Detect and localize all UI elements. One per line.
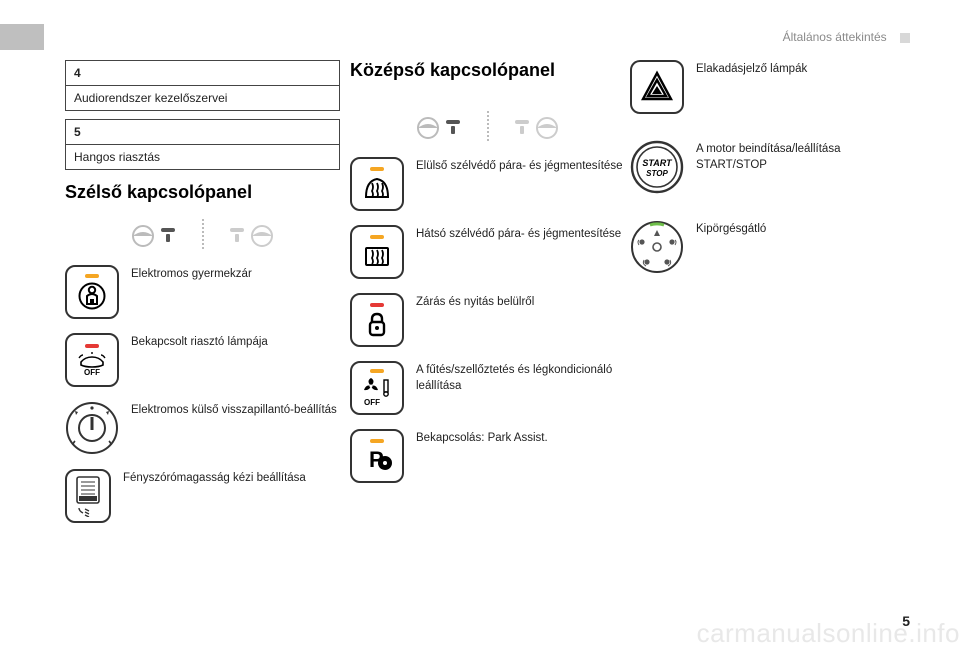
side-item-label: Bekapcsolt riasztó lámpája: [131, 333, 340, 351]
fan-off-button[interactable]: OFF: [350, 361, 404, 415]
watermark: carmanualsonline.info: [697, 618, 960, 649]
traction-button[interactable]: [630, 220, 684, 274]
alarm-button[interactable]: OFF: [65, 333, 119, 387]
steering-wheel-right-icon: [220, 220, 274, 248]
rear-defrost-icon: [362, 243, 392, 269]
headlight-level-button[interactable]: [65, 469, 111, 523]
center-item-lock: Zárás és nyitás belülről: [350, 293, 625, 347]
rear-defrost-button[interactable]: [350, 225, 404, 279]
led-icon: [85, 274, 99, 278]
side-item-child-lock: Elektromos gyermekzár: [65, 265, 340, 319]
steering-wheel-left-icon: [131, 220, 185, 248]
header-square-icon: [900, 33, 910, 43]
column-center: Középső kapcsolópanel Elülső szélvédő pá…: [350, 60, 625, 497]
center-item-label: Zárás és nyitás belülről: [416, 293, 625, 311]
center-item-park-assist: P Bekapcsolás: Park Assist.: [350, 429, 625, 483]
led-icon: [370, 235, 384, 239]
led-icon: [370, 303, 384, 307]
hazard-button[interactable]: [630, 60, 684, 114]
center-item-label: Elülső szélvédő pára- és jégmentesítése: [416, 157, 625, 175]
lock-icon: [365, 311, 389, 337]
divider-icon: [202, 219, 204, 249]
traction-icon: [630, 220, 684, 274]
side-item-mirror: Elektromos külső visszapillantó-beállítá…: [65, 401, 340, 455]
steering-wheel-row: [65, 219, 340, 255]
park-assist-button[interactable]: P: [350, 429, 404, 483]
column-left: 4 Audiorendszer kezelőszervei 5 Hangos r…: [65, 60, 340, 537]
mirror-dial-button[interactable]: [65, 401, 119, 455]
left-gray-tab: [0, 24, 44, 50]
svg-text:START: START: [642, 158, 673, 168]
led-icon: [370, 369, 384, 373]
table-4: 4 Audiorendszer kezelőszervei: [65, 60, 340, 111]
lock-button[interactable]: [350, 293, 404, 347]
child-lock-button[interactable]: [65, 265, 119, 319]
side-item-label: Elektromos gyermekzár: [131, 265, 340, 283]
right-item-label: Elakadásjelző lámpák: [696, 60, 905, 78]
park-assist-icon: P: [361, 447, 393, 473]
center-item-label: Bekapcsolás: Park Assist.: [416, 429, 625, 447]
fan-off-icon: OFF: [360, 377, 394, 407]
child-lock-icon: [78, 282, 106, 310]
center-item-label: Hátsó szélvédő pára- és jégmentesítése: [416, 225, 625, 243]
mirror-dial-icon: [65, 401, 119, 455]
table-5-text: Hangos riasztás: [66, 145, 340, 170]
center-item-rear-defrost: Hátsó szélvédő pára- és jégmentesítése: [350, 225, 625, 279]
side-item-alarm: OFF Bekapcsolt riasztó lámpája: [65, 333, 340, 387]
divider-icon: [487, 111, 489, 141]
led-icon: [370, 439, 384, 443]
right-item-label: Kipörgésgátló: [696, 220, 905, 238]
center-item-fan-off: OFF A fűtés/szellőztetés és légkondicion…: [350, 361, 625, 415]
table-5-num: 5: [66, 120, 340, 145]
led-icon: [370, 167, 384, 171]
svg-text:OFF: OFF: [84, 368, 100, 376]
table-4-num: 4: [66, 61, 340, 86]
start-stop-button[interactable]: START STOP: [630, 140, 684, 194]
header-title: Általános áttekintés: [783, 30, 887, 44]
right-item-start-stop: START STOP A motor beindítása/leállítása…: [630, 140, 905, 194]
steering-wheel-right-icon: [505, 112, 559, 140]
center-panel-heading: Középső kapcsolópanel: [350, 60, 625, 81]
steering-wheel-left-icon: [416, 112, 470, 140]
right-item-label: A motor beindítása/leállítása START/STOP: [696, 140, 905, 173]
front-defrost-icon: [362, 175, 392, 201]
steering-wheel-row: [350, 111, 625, 147]
front-defrost-button[interactable]: [350, 157, 404, 211]
center-item-label: A fűtés/szellőztetés és légkondicionáló …: [416, 361, 625, 394]
side-item-headlight: Fényszórómagasság kézi beállítása: [65, 469, 340, 523]
svg-text:STOP: STOP: [646, 169, 668, 178]
page-header: Általános áttekintés: [783, 30, 910, 44]
start-stop-icon: START STOP: [630, 140, 684, 194]
svg-text:OFF: OFF: [364, 398, 380, 407]
side-item-label: Elektromos külső visszapillantó-beállítá…: [131, 401, 340, 419]
table-4-text: Audiorendszer kezelőszervei: [66, 86, 340, 111]
side-panel-heading: Szélső kapcsolópanel: [65, 182, 340, 203]
table-5: 5 Hangos riasztás: [65, 119, 340, 170]
headlight-level-icon: [71, 475, 105, 517]
center-item-front-defrost: Elülső szélvédő pára- és jégmentesítése: [350, 157, 625, 211]
side-item-label: Fényszórómagasság kézi beállítása: [123, 469, 340, 487]
right-item-traction: Kipörgésgátló: [630, 220, 905, 274]
column-right: Elakadásjelző lámpák START STOP A motor …: [630, 60, 905, 288]
alarm-off-icon: OFF: [77, 352, 107, 376]
led-icon: [85, 344, 99, 348]
hazard-icon: [639, 69, 675, 105]
right-item-hazard: Elakadásjelző lámpák: [630, 60, 905, 114]
